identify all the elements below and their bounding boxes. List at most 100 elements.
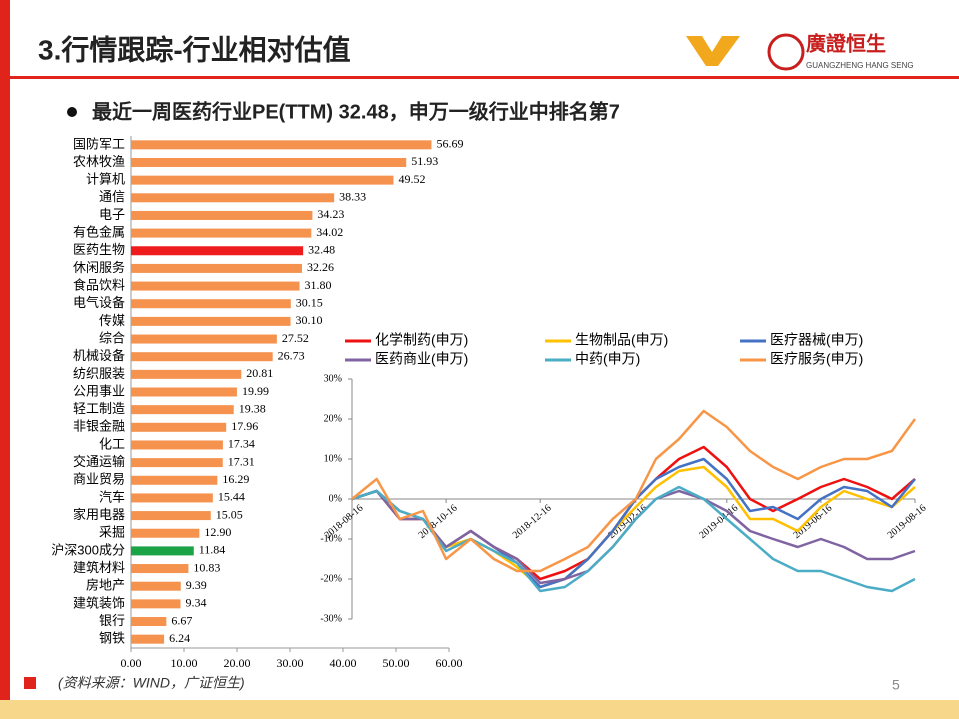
bar bbox=[131, 458, 223, 468]
value-label: 16.29 bbox=[222, 472, 249, 486]
bar bbox=[131, 405, 234, 415]
x-tick-label: 50.00 bbox=[383, 656, 410, 670]
value-label: 32.48 bbox=[308, 243, 335, 257]
bar bbox=[131, 581, 181, 591]
left-bar bbox=[0, 0, 10, 700]
category-label: 休闲服务 bbox=[73, 260, 125, 275]
bar bbox=[131, 299, 291, 309]
x-tick-label: 0.00 bbox=[121, 656, 142, 670]
bar bbox=[131, 564, 189, 574]
category-label: 有色金属 bbox=[73, 225, 125, 240]
bar bbox=[131, 511, 211, 521]
bar bbox=[131, 316, 291, 326]
value-label: 32.26 bbox=[307, 260, 334, 274]
category-label: 轻工制造 bbox=[73, 401, 125, 416]
category-label: 农林牧渔 bbox=[73, 154, 125, 169]
value-label: 6.67 bbox=[171, 613, 192, 627]
category-label: 交通运输 bbox=[73, 454, 125, 469]
bullet bbox=[67, 107, 77, 117]
bar bbox=[131, 140, 432, 150]
x-tick-label: 10.00 bbox=[171, 656, 198, 670]
x-tick-label: 40.00 bbox=[330, 656, 357, 670]
bar bbox=[131, 175, 394, 185]
header-rule bbox=[0, 76, 959, 79]
bar bbox=[131, 369, 242, 379]
y-tick-label: 20% bbox=[324, 413, 342, 424]
series-line bbox=[351, 485, 916, 593]
x-tick-label: 30.00 bbox=[277, 656, 304, 670]
bar bbox=[131, 263, 302, 273]
bar bbox=[131, 334, 277, 344]
logo-name: 廣證恒生 bbox=[806, 31, 886, 55]
footer-bar bbox=[0, 700, 959, 719]
category-label: 纺织服装 bbox=[73, 366, 125, 381]
y-tick-label: 10% bbox=[324, 453, 342, 464]
series-line bbox=[351, 409, 917, 573]
title: 3.行情跟踪-行业相对估值 bbox=[38, 33, 351, 65]
value-label: 19.38 bbox=[239, 401, 266, 415]
category-label: 家用电器 bbox=[73, 507, 125, 522]
logo-sub: GUANGZHENG HANG SENG bbox=[806, 61, 914, 70]
value-label: 51.93 bbox=[411, 154, 438, 168]
category-label: 医药生物 bbox=[73, 242, 125, 257]
value-label: 9.39 bbox=[186, 578, 207, 592]
bar bbox=[131, 493, 213, 503]
value-label: 30.10 bbox=[296, 313, 323, 327]
category-label: 非银金融 bbox=[73, 419, 125, 434]
category-label: 通信 bbox=[99, 189, 125, 204]
category-label: 计算机 bbox=[86, 172, 125, 187]
value-label: 20.81 bbox=[246, 366, 273, 380]
line-chart: 30%20%10%0%-10%-20%-30%2018-08-16 2018-10… bbox=[320, 332, 928, 625]
legend-label: 医疗服务(申万) bbox=[770, 351, 863, 367]
bar bbox=[131, 193, 335, 203]
category-label: 综合 bbox=[99, 330, 125, 345]
bar bbox=[131, 634, 165, 644]
value-label: 15.05 bbox=[216, 507, 243, 521]
y-tick-label: 0% bbox=[329, 493, 342, 504]
value-label: 11.84 bbox=[199, 543, 226, 557]
bar bbox=[131, 281, 300, 291]
source-mark bbox=[24, 677, 36, 689]
category-label: 传媒 bbox=[99, 313, 125, 328]
category-label: 国防军工 bbox=[73, 136, 125, 151]
y-tick-label: -30% bbox=[320, 613, 342, 624]
category-label: 商业贸易 bbox=[73, 472, 125, 487]
y-tick-label: -10% bbox=[320, 533, 342, 544]
category-label: 食品饮料 bbox=[73, 278, 125, 293]
bar bbox=[131, 157, 407, 167]
value-label: 17.96 bbox=[231, 419, 258, 433]
category-label: 采掘 bbox=[99, 525, 125, 540]
value-label: 26.73 bbox=[278, 348, 305, 362]
y-tick-label: -20% bbox=[320, 573, 342, 584]
bar bbox=[131, 422, 227, 432]
x-tick-label: 60.00 bbox=[436, 656, 463, 670]
value-label: 17.34 bbox=[228, 437, 255, 451]
category-label: 建筑装饰 bbox=[73, 595, 125, 610]
source: (资料来源：WIND，广证恒生) bbox=[58, 675, 245, 691]
category-label: 汽车 bbox=[99, 489, 125, 504]
bar bbox=[131, 210, 313, 220]
legend-label: 医疗器械(申万) bbox=[770, 332, 863, 348]
category-label: 沪深300成分 bbox=[51, 542, 125, 557]
logo-circle bbox=[767, 33, 805, 71]
bar bbox=[131, 440, 223, 450]
bar bbox=[131, 546, 194, 556]
legend-label: 医药商业(申万) bbox=[375, 351, 468, 367]
logo-mark bbox=[686, 36, 740, 66]
value-label: 12.90 bbox=[204, 525, 231, 539]
bar bbox=[131, 599, 181, 609]
y-tick-label: 30% bbox=[324, 373, 342, 384]
value-label: 27.52 bbox=[282, 331, 309, 345]
bar bbox=[131, 528, 200, 538]
value-label: 9.34 bbox=[186, 596, 207, 610]
value-label: 34.23 bbox=[317, 207, 344, 221]
value-label: 30.15 bbox=[296, 295, 323, 309]
value-label: 56.69 bbox=[436, 137, 463, 151]
value-label: 49.52 bbox=[398, 172, 425, 186]
value-label: 38.33 bbox=[339, 190, 366, 204]
bar bbox=[131, 475, 218, 485]
page-number: 5 bbox=[892, 677, 900, 693]
category-label: 化工 bbox=[99, 436, 125, 451]
value-label: 19.99 bbox=[242, 384, 269, 398]
